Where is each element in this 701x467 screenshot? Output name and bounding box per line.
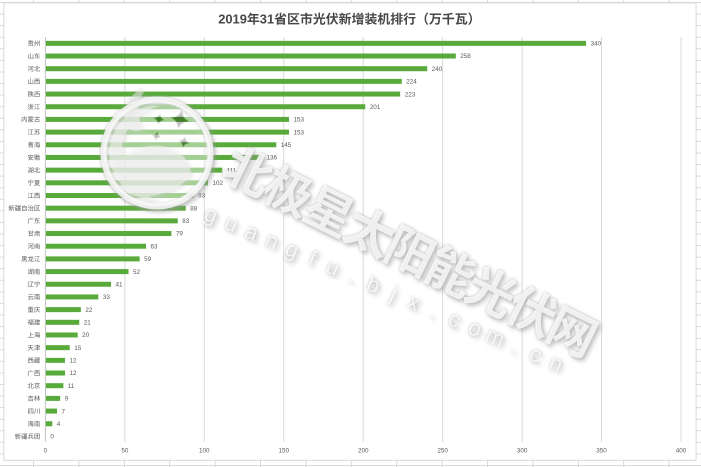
- svg-text:258: 258: [460, 53, 471, 60]
- svg-text:150: 150: [278, 448, 289, 455]
- svg-text:250: 250: [437, 448, 448, 455]
- svg-text:340: 340: [591, 41, 602, 48]
- svg-text:223: 223: [405, 91, 416, 98]
- svg-text:79: 79: [176, 231, 184, 238]
- svg-text:41: 41: [116, 281, 124, 288]
- svg-text:145: 145: [281, 142, 292, 149]
- svg-text:12: 12: [69, 370, 77, 377]
- svg-text:59: 59: [144, 256, 152, 263]
- svg-text:153: 153: [293, 129, 304, 136]
- svg-text:11: 11: [68, 383, 75, 390]
- svg-text:22: 22: [85, 307, 93, 314]
- svg-text:33: 33: [103, 294, 111, 301]
- svg-text:300: 300: [517, 448, 528, 455]
- svg-text:111: 111: [227, 167, 237, 174]
- svg-text:12: 12: [69, 358, 77, 365]
- svg-text:0: 0: [50, 434, 54, 441]
- svg-text:0: 0: [44, 448, 48, 455]
- svg-text:15: 15: [74, 345, 82, 352]
- svg-text:102: 102: [212, 180, 223, 187]
- svg-text:136: 136: [266, 155, 277, 162]
- svg-text:2019: 2019: [218, 12, 247, 27]
- svg-text:50: 50: [121, 448, 129, 455]
- svg-text:88: 88: [190, 205, 198, 212]
- svg-text:52: 52: [133, 269, 141, 276]
- svg-text:100: 100: [199, 448, 210, 455]
- svg-text:153: 153: [293, 117, 304, 124]
- svg-text:224: 224: [406, 79, 417, 86]
- svg-text:240: 240: [432, 66, 443, 73]
- svg-text:83: 83: [182, 218, 190, 225]
- svg-text:400: 400: [676, 448, 687, 455]
- svg-text:4: 4: [57, 421, 61, 428]
- svg-text:93: 93: [198, 193, 206, 200]
- svg-text:350: 350: [596, 448, 607, 455]
- svg-text:31: 31: [260, 12, 274, 27]
- svg-text:20: 20: [82, 332, 90, 339]
- svg-text:7: 7: [62, 408, 66, 415]
- svg-text:63: 63: [150, 243, 158, 250]
- svg-text:21: 21: [84, 320, 92, 327]
- svg-text:201: 201: [370, 104, 381, 111]
- svg-text:9: 9: [65, 396, 69, 403]
- svg-text:200: 200: [358, 448, 369, 455]
